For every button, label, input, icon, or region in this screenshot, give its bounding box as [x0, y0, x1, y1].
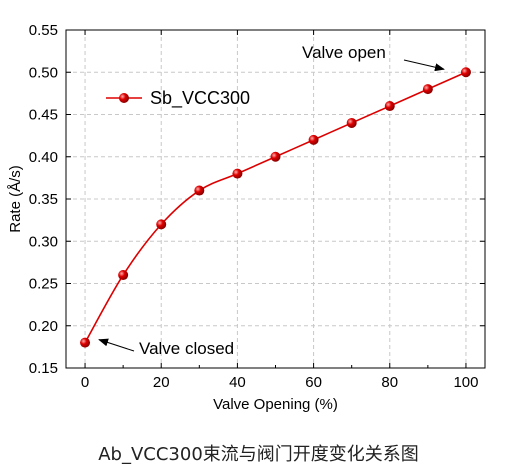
plot-area — [65, 29, 486, 369]
data-point — [346, 117, 357, 128]
x-tick-label: 60 — [305, 374, 322, 391]
grid-lines — [66, 30, 485, 368]
data-point — [118, 270, 129, 281]
legend-label: Sb_VCC300 — [150, 88, 250, 109]
data-point — [156, 219, 167, 230]
y-tick-label: 0.50 — [29, 64, 58, 81]
data-point — [270, 151, 281, 162]
x-tick-label: 80 — [381, 374, 398, 391]
data-point — [232, 168, 243, 179]
x-tick-label: 40 — [229, 374, 246, 391]
data-point — [460, 67, 471, 78]
annotation-valve-open: Valve open — [302, 43, 386, 62]
annotation-valve-closed: Valve closed — [139, 339, 234, 358]
axis-ticks: 0.15 0.20 0.25 0.30 0.35 0.40 0.45 0.50 0.55 0 20 4… — [29, 22, 485, 391]
y-tick-label: 0.30 — [29, 233, 58, 250]
y-axis-label: Rate (Å/s) — [7, 165, 24, 233]
y-tick-label: 0.35 — [29, 191, 58, 208]
annotation-arrow — [403, 59, 445, 72]
y-tick-label: 0.15 — [29, 360, 58, 377]
y-tick-label: 0.45 — [29, 107, 58, 124]
y-tick-label: 0.25 — [29, 276, 58, 293]
x-tick-label: 100 — [453, 374, 478, 391]
data-point — [384, 101, 395, 112]
data-point — [194, 185, 205, 196]
y-tick-label: 0.20 — [29, 318, 58, 335]
chart: 0.15 0.20 0.25 0.30 0.35 0.40 0.45 0.50 0.55 0 20 4… — [7, 22, 486, 413]
annotation-arrow — [98, 338, 135, 352]
y-tick-label: 0.55 — [29, 22, 58, 39]
x-axis-label: Valve Opening (%) — [213, 396, 338, 413]
data-point — [80, 337, 91, 348]
x-tick-label: 0 — [81, 374, 89, 391]
x-tick-label: 20 — [153, 374, 170, 391]
series-layer — [80, 67, 471, 348]
legend-marker — [119, 93, 129, 103]
data-point — [422, 84, 433, 95]
series-line — [84, 71, 467, 344]
data-point — [308, 134, 319, 145]
legend: Sb_VCC300 — [106, 88, 250, 109]
annotations: Valve open Valve closed — [98, 43, 445, 358]
y-tick-label: 0.40 — [29, 149, 58, 166]
figure-caption: Ab_VCC300束流与阀门开度变化关系图 — [98, 444, 419, 465]
